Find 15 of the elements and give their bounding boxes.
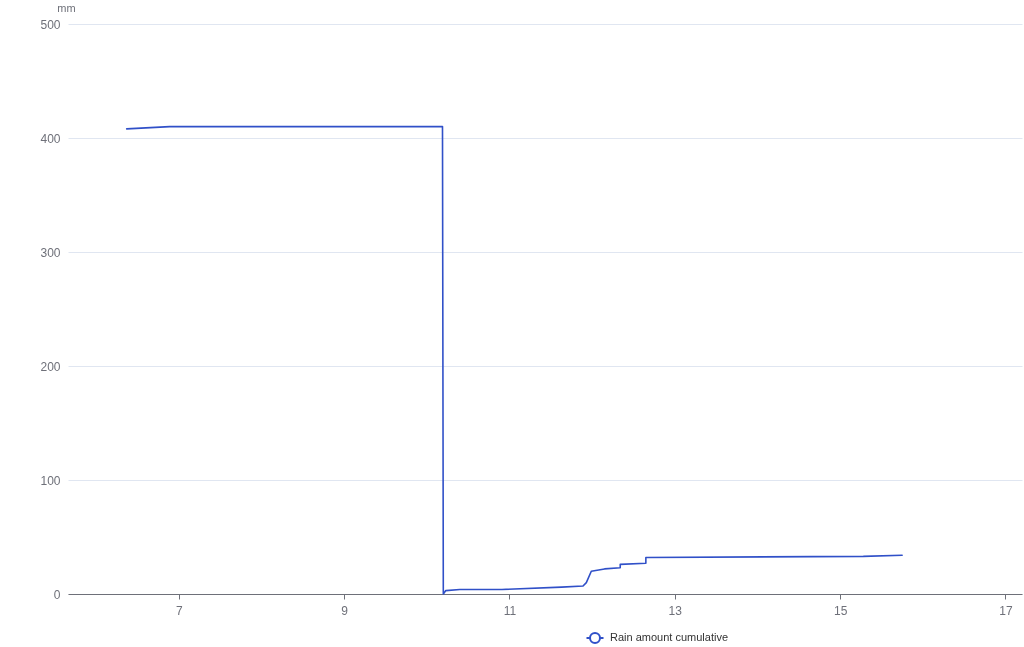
x-tick-label: 7: [175, 603, 183, 618]
x-tick-label: 11: [503, 603, 517, 618]
y-tick-label: 200: [40, 359, 61, 374]
x-tick-label: 15: [833, 603, 848, 618]
x-tick-label: 17: [999, 603, 1013, 618]
y-tick-label: 0: [53, 587, 61, 602]
y-tick-label: 400: [40, 131, 61, 146]
x-tick-label: 9: [341, 603, 349, 618]
y-axis-title: mm: [57, 1, 76, 14]
y-tick-label: 100: [40, 473, 61, 488]
y-tick-label: 500: [40, 17, 61, 32]
y-tick-label: 300: [40, 245, 61, 260]
line-series: [125, 125, 903, 595]
x-tick-label: 13: [668, 603, 683, 618]
legend-label: Rain amount cumulative: [610, 631, 729, 643]
